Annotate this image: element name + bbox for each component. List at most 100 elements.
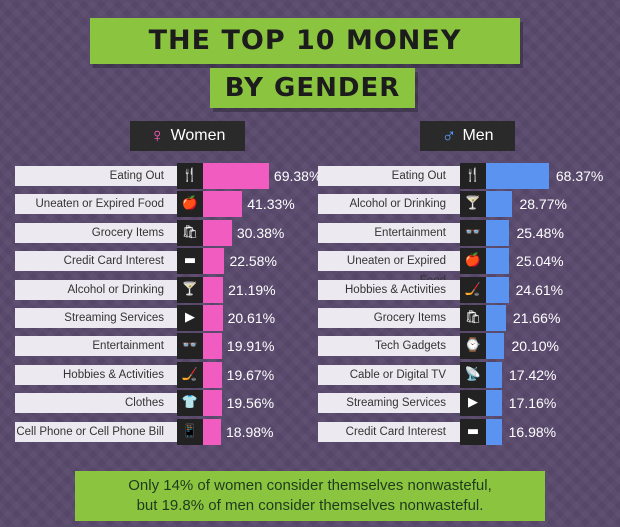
men-value-label: 68.37%: [555, 168, 604, 184]
men-row: Cable or Digital TV 📡 17.42%: [0, 362, 620, 388]
women-row: Alcohol or Drinking 🍸 21.19%: [0, 277, 620, 303]
male-symbol-icon: ♂: [441, 125, 457, 147]
men-bar: [486, 277, 509, 303]
women-row: Grocery Items 🛍 30.38%: [0, 220, 620, 246]
men-category-label: Uneaten or Expired Food: [318, 251, 460, 287]
female-symbol-icon: ♀: [149, 125, 165, 147]
men-row: Hobbies & Activities 🏒 24.61%: [0, 277, 620, 303]
women-category-label: Alcohol or Drinking: [15, 280, 178, 300]
3d-glasses-icon: 👓: [460, 220, 486, 246]
play-icon: ▶: [177, 305, 203, 331]
men-value-label: 17.42%: [509, 367, 557, 383]
women-value-label: 22.58%: [229, 253, 277, 269]
men-bar: [486, 220, 510, 246]
food-icon: 🍴: [460, 163, 486, 189]
women-row: Uneaten or Expired Food 🍎 41.33%: [0, 191, 620, 217]
smartwatch-icon: ⌚: [460, 333, 486, 359]
women-bar: [203, 191, 243, 217]
men-bar: [486, 163, 549, 189]
men-value-label: 16.98%: [508, 424, 557, 440]
men-bar: [486, 362, 503, 388]
women-category-label: Credit Card Interest: [15, 251, 178, 271]
women-bar: [203, 163, 269, 189]
women-value-label: 30.38%: [236, 225, 285, 241]
satellite-dish-icon: 📡: [460, 362, 486, 388]
women-value-label: 69.38%: [273, 168, 322, 184]
men-bar: [486, 191, 513, 217]
3d-glasses-icon: 👓: [177, 333, 203, 359]
women-row: Eating Out 🍴 69.38%: [0, 163, 620, 189]
hockey-stick-icon: 🏒: [460, 277, 486, 303]
footer-line-2: but 19.8% of men consider themselves non…: [136, 497, 484, 514]
men-value-label: 17.16%: [508, 395, 557, 411]
men-row: Credit Card Interest ▬ 16.98%: [0, 419, 620, 445]
women-bar: [203, 305, 223, 331]
women-category-label: Grocery Items: [15, 223, 178, 243]
women-row: Entertainment 👓 19.91%: [0, 333, 620, 359]
men-category-label: Tech Gadgets: [318, 336, 460, 356]
men-value-label: 25.48%: [516, 225, 564, 241]
play-icon: ▶: [460, 390, 486, 416]
men-category-label: Cable or Digital TV: [318, 365, 460, 385]
men-category-label: Alcohol or Drinking: [318, 194, 460, 214]
cocktail-icon: 🍸: [177, 277, 203, 303]
apple-icon: 🍎: [177, 191, 203, 217]
men-row: Uneaten or Expired Food🍎 25.04%: [0, 248, 620, 287]
cell-phone-icon: 📱: [177, 419, 203, 445]
women-category-label: Uneaten or Expired Food: [15, 194, 178, 214]
grocery-bag-icon: 🛍: [460, 305, 486, 331]
men-header: ♂ Men: [420, 121, 515, 151]
women-header: ♀ Women: [130, 121, 245, 151]
women-category-label: Entertainment: [15, 336, 178, 356]
women-category-label: Clothes: [15, 393, 178, 413]
men-bar: [486, 333, 505, 359]
women-bar: [203, 390, 222, 416]
men-category-label: Streaming Services: [318, 393, 460, 413]
men-row: Alcohol or Drinking 🍸 28.77%: [0, 191, 620, 217]
men-label: Men: [462, 127, 494, 144]
women-value-label: 18.98%: [226, 424, 274, 440]
apple-icon: 🍎: [460, 248, 486, 274]
hockey-stick-icon: 🏒: [177, 362, 203, 388]
women-bar: [203, 333, 222, 359]
credit-card-icon: ▬: [177, 248, 203, 274]
women-category-label: Hobbies & Activities: [15, 365, 178, 385]
men-category-label: Entertainment: [318, 223, 460, 243]
shirt-icon: 👕: [177, 390, 203, 416]
men-row: Grocery Items 🛍 21.66%: [0, 305, 620, 331]
men-bar: [486, 248, 510, 274]
women-category-label: Cell Phone or Cell Phone Bill: [15, 422, 178, 442]
men-row: Tech Gadgets ⌚ 20.10%: [0, 333, 620, 359]
women-row: Clothes 👕 19.56%: [0, 390, 620, 416]
men-bar: [486, 305, 506, 331]
women-bar: [203, 419, 222, 445]
women-value-label: 19.67%: [226, 367, 275, 383]
men-row: Streaming Services ▶ 17.16%: [0, 390, 620, 416]
women-category-label: Eating Out: [15, 166, 178, 186]
women-value-label: 21.19%: [228, 282, 276, 298]
women-value-label: 19.56%: [226, 395, 275, 411]
cocktail-icon: 🍸: [460, 191, 486, 217]
credit-card-icon: ▬: [460, 419, 486, 445]
footer-note: Only 14% of women consider themselves no…: [75, 471, 545, 521]
men-value-label: 20.10%: [511, 338, 559, 354]
women-row: Cell Phone or Cell Phone Bill 📱 18.98%: [0, 419, 620, 445]
women-row: Streaming Services ▶ 20.61%: [0, 305, 620, 331]
men-category-label: Grocery Items: [318, 308, 460, 328]
women-value-label: 20.61%: [227, 310, 276, 326]
women-value-label: 19.91%: [226, 338, 275, 354]
women-bar: [203, 220, 232, 246]
women-value-label: 41.33%: [247, 196, 295, 212]
men-value-label: 25.04%: [516, 253, 564, 269]
women-row: Hobbies & Activities 🏒 19.67%: [0, 362, 620, 388]
food-icon: 🍴: [177, 163, 203, 189]
women-label: Women: [170, 127, 226, 144]
men-row: Eating Out 🍴 68.37%: [0, 163, 620, 189]
men-category-label: Eating Out: [318, 166, 460, 186]
men-category-label: Hobbies & Activities: [318, 280, 460, 300]
footer-line-1: Only 14% of women consider themselves no…: [128, 477, 492, 494]
men-bar: [486, 419, 502, 445]
men-value-label: 24.61%: [515, 282, 564, 298]
men-value-label: 28.77%: [519, 196, 567, 212]
men-value-label: 21.66%: [512, 310, 561, 326]
